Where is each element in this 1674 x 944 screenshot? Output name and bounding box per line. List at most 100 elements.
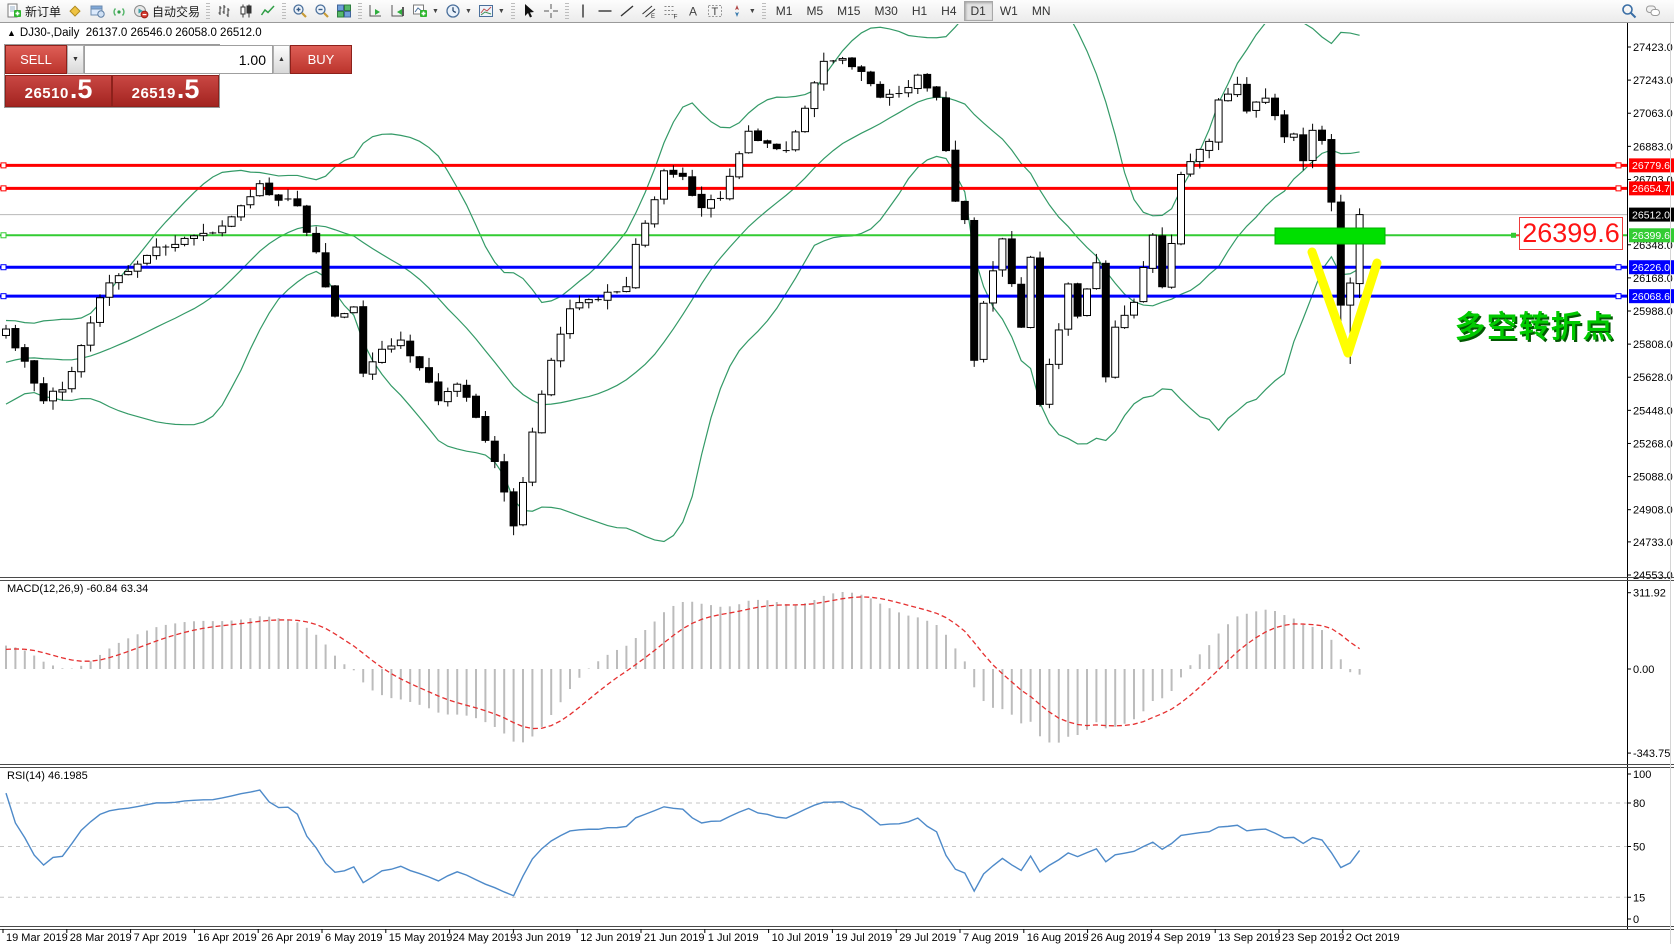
- tab-timeframe-h1[interactable]: H1: [911, 4, 928, 18]
- svg-text:16 Aug 2019: 16 Aug 2019: [1027, 932, 1089, 944]
- price-callout-label[interactable]: 26399.6: [1519, 217, 1623, 250]
- svg-text:25088.0: 25088.0: [1633, 472, 1673, 484]
- text-label-tool[interactable]: T: [704, 1, 726, 21]
- periods-button[interactable]: ▼: [442, 1, 475, 21]
- svg-text:4 Sep 2019: 4 Sep 2019: [1154, 932, 1210, 944]
- svg-text:19 Mar 2019: 19 Mar 2019: [6, 932, 68, 944]
- svg-text:24908.0: 24908.0: [1633, 505, 1673, 517]
- indicators-button[interactable]: ▼: [409, 1, 442, 21]
- svg-text:2 Oct 2019: 2 Oct 2019: [1346, 932, 1400, 944]
- tab-timeframe-h4[interactable]: H4: [941, 4, 957, 18]
- channel-tool[interactable]: E: [638, 1, 660, 21]
- annotations-layer: [1274, 227, 1521, 358]
- tab-timeframe-m30[interactable]: M30: [874, 4, 898, 18]
- autotrading-button[interactable]: 自动交易: [130, 1, 203, 21]
- tab-timeframe-m15[interactable]: M15: [837, 4, 861, 18]
- price-axis: 27423.027243.027063.026883.026703.026348…: [1627, 23, 1674, 929]
- new-order-button[interactable]: 新订单: [3, 1, 64, 21]
- symbol-name: DJ30-,Daily: [19, 27, 80, 39]
- svg-text:26779.6: 26779.6: [1632, 160, 1670, 172]
- tab-timeframe-m5[interactable]: M5: [806, 4, 824, 18]
- svg-text:26512.0: 26512.0: [1632, 209, 1670, 221]
- vertical-line-tool[interactable]: [572, 1, 594, 21]
- sell-price[interactable]: 26510.5: [5, 75, 112, 107]
- svg-text:27243.0: 27243.0: [1633, 75, 1673, 87]
- horizontal-line-tool[interactable]: [594, 1, 616, 21]
- arrows-tool[interactable]: ▼: [726, 1, 759, 21]
- zoom-out-icon: [315, 4, 329, 18]
- line-chart-icon: [260, 5, 275, 16]
- chart-shift-button[interactable]: [387, 1, 409, 21]
- volume-input[interactable]: [84, 45, 273, 74]
- toolbar-grip: [206, 3, 211, 19]
- zoom-in-button[interactable]: [289, 1, 311, 21]
- buy-price-main: 26519: [131, 85, 176, 102]
- tab-timeframe-m1[interactable]: M1: [775, 4, 793, 18]
- templates-button[interactable]: ▼: [475, 1, 508, 21]
- fibonacci-tool[interactable]: F: [660, 1, 682, 21]
- volume-decrease-button[interactable]: ▼: [67, 45, 84, 74]
- svg-text:13 Sep 2019: 13 Sep 2019: [1218, 932, 1280, 944]
- tab-timeframe-w1[interactable]: W1: [999, 4, 1018, 18]
- svg-text:0: 0: [1633, 914, 1639, 926]
- periods-clock-icon: [446, 4, 460, 18]
- sell-button[interactable]: SELL: [5, 45, 67, 74]
- buy-button[interactable]: BUY: [290, 45, 352, 74]
- text-label-icon: T: [707, 5, 722, 18]
- svg-text:10 Jul 2019: 10 Jul 2019: [772, 932, 829, 944]
- svg-text:7 Apr 2019: 7 Apr 2019: [134, 932, 187, 944]
- svg-text:F: F: [673, 14, 677, 20]
- svg-text:E: E: [651, 14, 655, 19]
- sell-price-main: 26510: [24, 85, 69, 102]
- chevron-down-icon: ▼: [748, 7, 756, 15]
- crosshair-tool-button[interactable]: [540, 1, 562, 21]
- chat-icon[interactable]: [1645, 3, 1661, 19]
- collapse-triangle-icon: ▲: [7, 28, 16, 38]
- svg-text:80: 80: [1633, 798, 1645, 810]
- search-icon[interactable]: [1621, 3, 1637, 19]
- line-chart-mode-button[interactable]: [257, 1, 279, 21]
- one-click-trading-panel: SELL ▼ ▲ BUY 26510.5 26519.5: [4, 44, 352, 108]
- svg-text:15 May 2019: 15 May 2019: [389, 932, 453, 944]
- svg-text:A: A: [689, 5, 697, 19]
- toolbar-grip: [564, 3, 569, 19]
- trendline-tool[interactable]: [616, 1, 638, 21]
- ohlc-readout: 26137.0 26546.0 26058.0 26512.0: [85, 27, 262, 39]
- cursor-tool-button[interactable]: [518, 1, 540, 21]
- svg-text:24 May 2019: 24 May 2019: [453, 932, 517, 944]
- support-zone-box[interactable]: [1274, 227, 1386, 245]
- svg-text:25448.0: 25448.0: [1633, 405, 1673, 417]
- horizontal-line-icon: [598, 10, 612, 12]
- bar-chart-mode-button[interactable]: [213, 1, 235, 21]
- market-watch-button[interactable]: [86, 1, 108, 21]
- candlestick-mode-button[interactable]: [235, 1, 257, 21]
- tab-timeframe-mn[interactable]: MN: [1031, 4, 1051, 18]
- signals-button[interactable]: [108, 1, 130, 21]
- volume-increase-button[interactable]: ▲: [273, 45, 290, 74]
- metaeditor-button[interactable]: [64, 1, 86, 21]
- svg-text:21 Jun 2019: 21 Jun 2019: [644, 932, 705, 944]
- svg-text:26 Apr 2019: 26 Apr 2019: [261, 932, 320, 944]
- tab-timeframe-d1[interactable]: D1: [963, 1, 993, 21]
- metaeditor-icon: [69, 5, 81, 17]
- new-order-label: 新订单: [25, 4, 62, 19]
- volume-stepper: ▼ ▲: [67, 45, 290, 74]
- zoom-out-button[interactable]: [311, 1, 333, 21]
- chevron-down-icon: ▼: [464, 7, 472, 15]
- tile-windows-button[interactable]: [333, 1, 355, 21]
- candlestick-chart-icon: [240, 4, 252, 18]
- svg-text:25268.0: 25268.0: [1633, 438, 1673, 450]
- svg-text:-343.75: -343.75: [1633, 748, 1670, 760]
- svg-text:26168.0: 26168.0: [1633, 273, 1673, 285]
- buy-price-frac: .5: [176, 74, 200, 104]
- turning-point-annotation[interactable]: 多空转折点: [1455, 311, 1615, 344]
- macd-pane: [5, 592, 1361, 743]
- svg-text:26 Aug 2019: 26 Aug 2019: [1091, 932, 1153, 944]
- v-reversal-mark[interactable]: [1307, 247, 1382, 358]
- auto-scroll-button[interactable]: [365, 1, 387, 21]
- text-tool[interactable]: A: [682, 1, 704, 21]
- chevron-down-icon: ▼: [497, 7, 505, 15]
- buy-price[interactable]: 26519.5: [112, 75, 219, 107]
- toolbar-grip: [761, 3, 766, 19]
